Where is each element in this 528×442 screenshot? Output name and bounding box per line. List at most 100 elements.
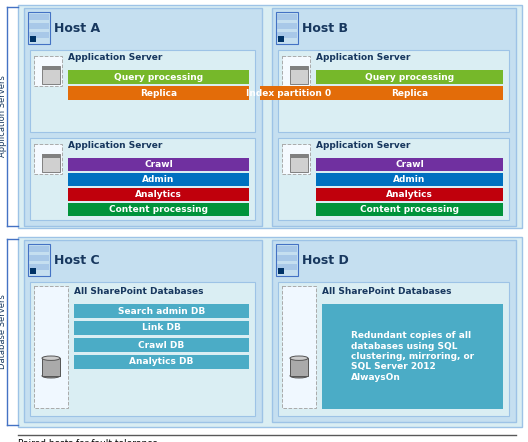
Bar [276, 244, 298, 276]
Bar [74, 355, 249, 369]
Bar [277, 264, 297, 270]
Bar [29, 255, 49, 261]
Bar [18, 5, 522, 228]
Text: Analytics DB: Analytics DB [129, 358, 194, 366]
Text: All SharePoint Databases: All SharePoint Databases [322, 287, 451, 297]
Bar [278, 268, 284, 274]
Text: Redundant copies of all
databases using SQL
clustering, mirroring, or
SQL Server: Redundant copies of all databases using … [351, 331, 474, 382]
Bar [24, 8, 262, 226]
Text: Content processing: Content processing [360, 205, 459, 214]
Text: Host A: Host A [54, 22, 100, 34]
Text: Crawl: Crawl [144, 160, 173, 169]
Bar [316, 158, 503, 171]
Text: Application Servers: Application Servers [0, 76, 7, 157]
Bar [30, 36, 36, 42]
Text: Analytics: Analytics [135, 190, 182, 199]
Bar [290, 154, 308, 158]
Bar [30, 268, 36, 274]
Bar [282, 144, 310, 174]
Bar [42, 154, 60, 158]
Bar [34, 56, 62, 86]
Bar [316, 173, 503, 186]
Ellipse shape [42, 356, 60, 360]
Bar [278, 50, 509, 132]
Bar [278, 36, 284, 42]
Bar [30, 50, 255, 132]
Bar [29, 32, 49, 38]
Bar [276, 12, 298, 44]
Bar [29, 264, 49, 270]
Ellipse shape [42, 373, 60, 378]
Bar [290, 66, 308, 84]
Text: Host D: Host D [302, 254, 349, 267]
Bar [74, 321, 249, 335]
Bar [30, 138, 255, 220]
Bar [316, 86, 503, 100]
Bar [42, 154, 60, 172]
Text: All SharePoint Databases: All SharePoint Databases [74, 287, 203, 297]
Bar [42, 358, 60, 376]
Bar [34, 144, 62, 174]
Text: Application Server: Application Server [68, 53, 163, 62]
Bar [277, 255, 297, 261]
Bar [28, 12, 50, 44]
Bar [277, 14, 297, 20]
Text: Analytics: Analytics [386, 190, 433, 199]
Bar [34, 286, 68, 408]
Bar [278, 138, 509, 220]
Text: Database Servers: Database Servers [0, 294, 7, 370]
Ellipse shape [290, 373, 308, 378]
Bar [316, 70, 503, 84]
Text: Replica: Replica [140, 88, 177, 98]
Text: Application Server: Application Server [316, 53, 410, 62]
Bar [29, 246, 49, 252]
Text: Host C: Host C [54, 254, 100, 267]
Bar [68, 203, 249, 216]
Bar [68, 86, 249, 100]
Bar [290, 358, 308, 376]
Bar [68, 70, 249, 84]
Bar [316, 188, 503, 201]
Bar [322, 304, 503, 409]
Bar [29, 23, 49, 29]
Bar [30, 282, 255, 416]
Bar [18, 237, 522, 427]
Text: Link DB: Link DB [142, 324, 181, 332]
Text: Index partition 0: Index partition 0 [247, 88, 332, 98]
Text: Query processing: Query processing [365, 72, 454, 81]
Bar [277, 32, 297, 38]
Text: Query processing: Query processing [114, 72, 203, 81]
Text: Host B: Host B [302, 22, 348, 34]
Bar [282, 56, 310, 86]
Text: Crawl: Crawl [395, 160, 424, 169]
Bar [68, 158, 249, 171]
Text: Search admin DB: Search admin DB [118, 306, 205, 316]
Text: Paired hosts for fault tolerance: Paired hosts for fault tolerance [18, 439, 158, 442]
Bar [74, 304, 249, 318]
Text: Admin: Admin [143, 175, 175, 184]
Text: Replica: Replica [391, 88, 428, 98]
Text: Application Server: Application Server [68, 141, 163, 150]
Bar [272, 8, 516, 226]
Bar [42, 66, 60, 84]
Bar [42, 66, 60, 70]
Bar [260, 86, 318, 100]
Bar [290, 154, 308, 172]
Bar [277, 23, 297, 29]
Text: Application Server: Application Server [316, 141, 410, 150]
Bar [278, 282, 509, 416]
Bar [277, 246, 297, 252]
Text: Content processing: Content processing [109, 205, 208, 214]
Text: Admin: Admin [393, 175, 426, 184]
Bar [29, 14, 49, 20]
Bar [24, 240, 262, 422]
Bar [290, 66, 308, 70]
Bar [28, 244, 50, 276]
Bar [282, 286, 316, 408]
Bar [74, 338, 249, 352]
Bar [68, 188, 249, 201]
Ellipse shape [290, 356, 308, 360]
Text: Crawl DB: Crawl DB [138, 340, 185, 350]
Bar [272, 240, 516, 422]
Bar [68, 173, 249, 186]
